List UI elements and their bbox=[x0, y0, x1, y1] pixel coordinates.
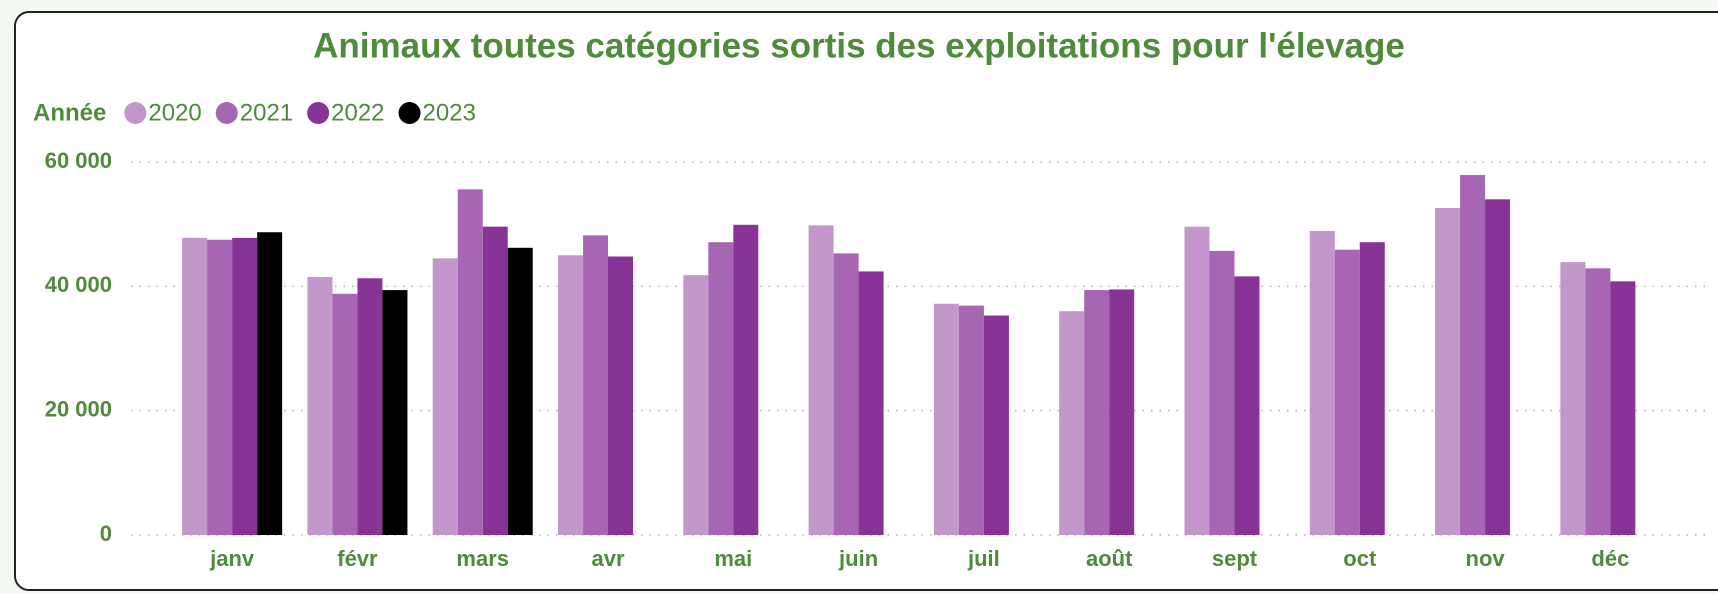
y-tick-label: 60 000 bbox=[45, 148, 112, 173]
chart-title: Animaux toutes catégories sortis des exp… bbox=[313, 26, 1405, 65]
x-tick-label: juil bbox=[967, 546, 1000, 571]
x-tick-label: mai bbox=[714, 546, 752, 571]
bar bbox=[432, 258, 458, 535]
bar bbox=[1435, 208, 1461, 535]
x-tick-label: avr bbox=[591, 546, 624, 571]
legend-title: Année bbox=[33, 99, 106, 126]
legend-label: 2021 bbox=[240, 99, 293, 126]
bar bbox=[733, 224, 759, 535]
bar bbox=[207, 239, 233, 536]
x-tick-label: mars bbox=[456, 546, 509, 571]
bar bbox=[683, 275, 709, 535]
bar bbox=[1560, 262, 1586, 535]
bar bbox=[1460, 175, 1486, 535]
bar bbox=[833, 253, 859, 535]
bar bbox=[1184, 226, 1210, 536]
bar bbox=[1109, 289, 1135, 535]
bar bbox=[1334, 249, 1360, 535]
bar bbox=[1610, 281, 1636, 535]
bar bbox=[232, 237, 258, 536]
bar bbox=[507, 247, 533, 536]
x-tick-label: déc bbox=[1591, 546, 1629, 571]
y-tick-label: 0 bbox=[100, 521, 112, 546]
bar bbox=[357, 278, 383, 535]
y-tick-label: 40 000 bbox=[45, 272, 112, 297]
bar bbox=[1059, 311, 1085, 535]
legend-label: 2020 bbox=[148, 99, 201, 126]
x-tick-label: oct bbox=[1343, 546, 1377, 571]
legend-swatch bbox=[215, 102, 238, 124]
bar bbox=[1485, 199, 1511, 536]
bar bbox=[457, 189, 483, 535]
legend-swatch bbox=[307, 102, 330, 124]
bar bbox=[808, 225, 834, 535]
bar bbox=[983, 315, 1009, 535]
bar bbox=[1084, 290, 1110, 535]
legend-label: 2022 bbox=[331, 99, 384, 126]
x-tick-label: août bbox=[1086, 546, 1133, 571]
bar bbox=[858, 271, 884, 535]
bar bbox=[583, 235, 609, 535]
bar bbox=[558, 255, 584, 535]
x-tick-label: juin bbox=[838, 546, 878, 571]
legend-swatch bbox=[398, 102, 421, 124]
bar bbox=[382, 290, 408, 535]
bar bbox=[608, 256, 634, 535]
bar bbox=[1359, 242, 1385, 535]
legend-swatch bbox=[124, 102, 147, 124]
x-tick-label: nov bbox=[1466, 546, 1506, 571]
bar bbox=[1585, 268, 1611, 535]
y-tick-label: 20 000 bbox=[45, 396, 112, 421]
bar bbox=[958, 305, 984, 535]
bar bbox=[257, 232, 283, 535]
bar bbox=[933, 303, 959, 535]
bar bbox=[307, 277, 333, 535]
x-tick-label: janv bbox=[209, 546, 255, 571]
bar bbox=[1209, 250, 1235, 536]
legend-label: 2023 bbox=[423, 99, 476, 126]
bar bbox=[1309, 231, 1335, 535]
x-tick-label: sept bbox=[1212, 546, 1258, 571]
bar bbox=[708, 242, 734, 535]
x-tick-label: févr bbox=[337, 546, 378, 571]
bar bbox=[332, 293, 358, 535]
bar bbox=[1234, 276, 1260, 535]
bar bbox=[182, 237, 208, 536]
bar bbox=[482, 226, 508, 536]
